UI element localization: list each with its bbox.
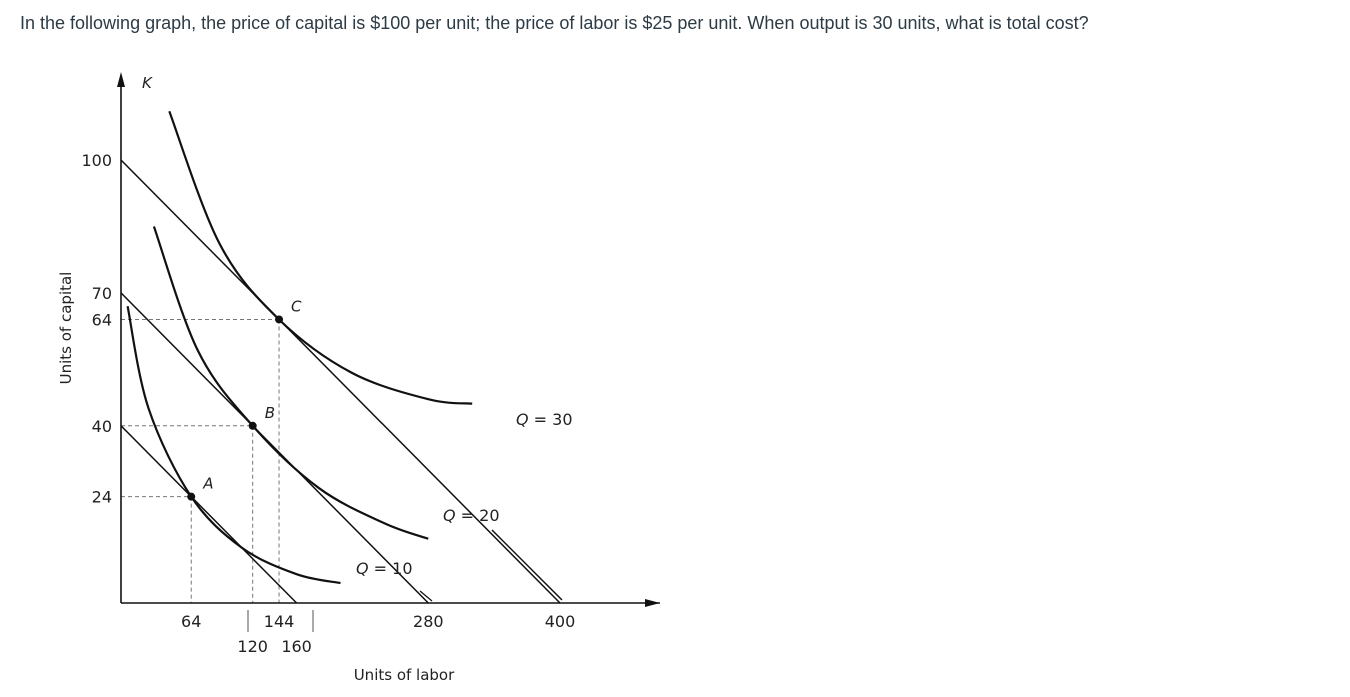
isoquant-label: Q = 30 xyxy=(516,410,573,429)
x-tick-label: 120 xyxy=(237,637,268,656)
x-tick-label: 64 xyxy=(181,612,201,631)
question-text: In the following graph, the price of cap… xyxy=(20,13,1089,33)
y-axis-arrow xyxy=(117,72,125,87)
point-label: C xyxy=(291,297,302,315)
isocost-line xyxy=(120,425,298,604)
x-tick-label: 144 xyxy=(264,612,295,631)
label-leader xyxy=(419,590,433,602)
isoquant-label: Q = 10 xyxy=(356,559,413,578)
x-tick-label: 280 xyxy=(413,612,444,631)
x-axis-title: Units of labor xyxy=(354,666,455,684)
y-tick-label: 40 xyxy=(92,417,112,436)
y-tick-label: 64 xyxy=(92,310,112,329)
y-tick-label: 70 xyxy=(92,284,112,303)
x-axis-arrow xyxy=(645,599,660,607)
tangency-point xyxy=(187,492,196,501)
isoquant-curve xyxy=(152,226,429,540)
point-label: A xyxy=(202,475,213,493)
isoquant-label: Q = 20 xyxy=(443,506,500,525)
point-label: B xyxy=(265,404,275,422)
y-axis-symbol: K xyxy=(142,74,153,92)
isocost-line xyxy=(120,159,561,604)
y-axis-title: Units of capital xyxy=(57,272,75,385)
isoquant-curve xyxy=(168,110,473,405)
x-tick-label: 400 xyxy=(545,612,576,631)
isoquant-curve xyxy=(126,305,341,585)
y-tick-label: 24 xyxy=(92,488,112,507)
label-leader xyxy=(491,529,563,601)
x-tick-label: 160 xyxy=(281,637,312,656)
tangency-point xyxy=(275,315,284,324)
tangency-point xyxy=(248,421,257,430)
y-tick-label: 100 xyxy=(81,151,112,170)
